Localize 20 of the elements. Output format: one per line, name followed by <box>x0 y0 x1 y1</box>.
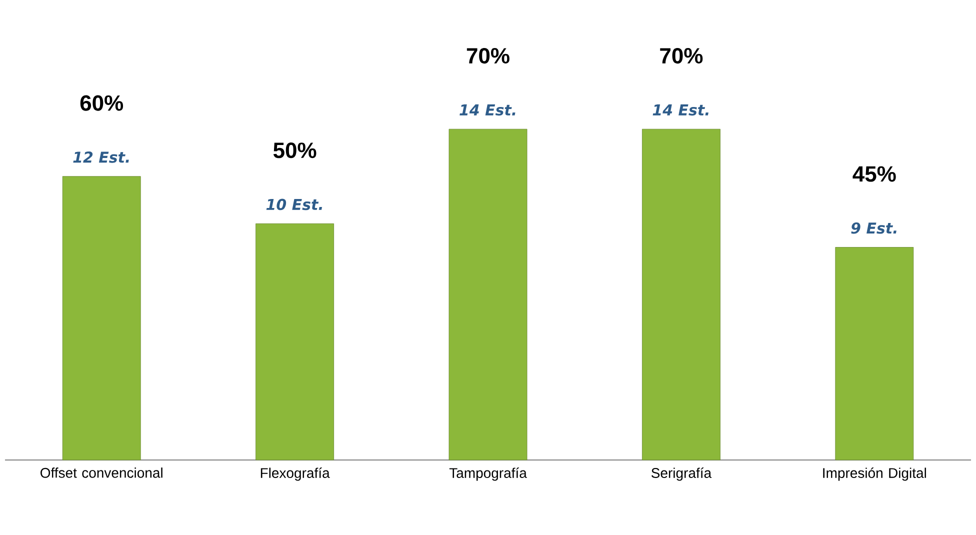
x-tick-label: Flexografía <box>260 468 330 481</box>
bar <box>62 176 141 460</box>
data-label: 70% <box>660 48 703 64</box>
annotation: 9 Est. <box>851 222 896 234</box>
bar <box>835 247 914 460</box>
annotation: 14 Est. <box>460 104 516 116</box>
data-label: 70% <box>466 48 510 64</box>
annotation: 14 Est. <box>652 104 708 116</box>
x-tick-label: Offset convencional <box>40 468 162 478</box>
bar <box>642 128 720 460</box>
x-tick-label: Serigrafía <box>652 468 712 481</box>
bar <box>256 223 334 460</box>
annotation: 10 Est. <box>266 198 322 210</box>
data-label: 45% <box>852 166 896 182</box>
bar <box>448 128 528 460</box>
annotation: 12 Est. <box>73 151 129 163</box>
x-tick-label: Impresión Digital <box>823 468 926 481</box>
data-label: 50% <box>273 142 316 158</box>
x-tick-label: Tampografía <box>449 468 527 481</box>
data-label: 60% <box>80 95 124 111</box>
